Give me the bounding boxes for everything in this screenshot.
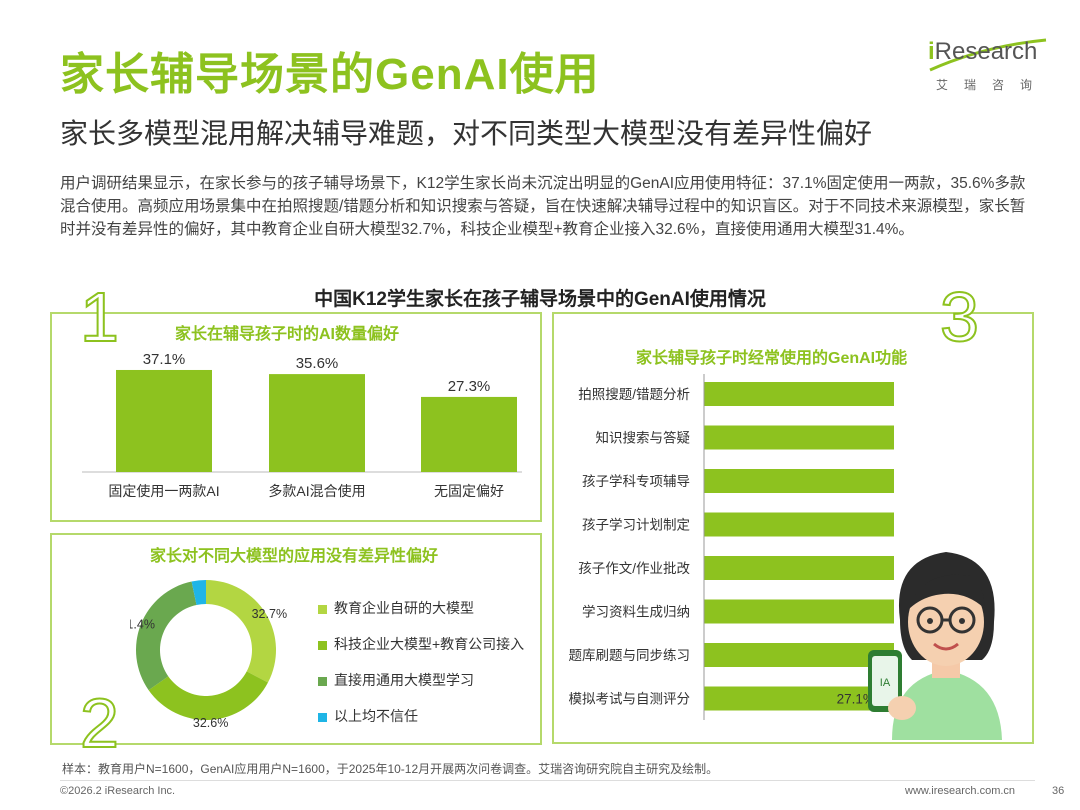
page-title: 家长辅导场景的GenAI使用 bbox=[60, 50, 600, 99]
model-preference-donut: 32.7% 32.6% 31.4% bbox=[130, 580, 287, 728]
parent-with-phone-illustration: IA bbox=[868, 552, 1002, 740]
donut-slice bbox=[148, 671, 268, 720]
iresearch-logo: iResearch 艾瑞咨询 bbox=[928, 34, 1048, 94]
panel-number-3: 3 bbox=[939, 278, 980, 356]
legend-label: 直接用通用大模型学习 bbox=[334, 672, 474, 688]
hbar-category-label: 模拟考试与自测评分 bbox=[569, 692, 691, 707]
hbar bbox=[704, 643, 894, 667]
legend-item: 直接用通用大模型学习 bbox=[318, 670, 474, 690]
donut-slice bbox=[135, 581, 197, 691]
page-subtitle: 家长多模型混用解决辅导难题，对不同类型大模型没有差异性偏好 bbox=[60, 118, 873, 149]
hbar-category-label: 拍照搜题/错题分析 bbox=[578, 387, 690, 402]
bar-category-label: 多款AI混合使用 bbox=[268, 483, 365, 499]
hbar-category-label: 孩子学习计划制定 bbox=[582, 518, 690, 533]
panel3-title: 家长辅导孩子时经常使用的GenAI功能 bbox=[636, 350, 908, 367]
logo-cn-text: 艾瑞咨询 bbox=[936, 78, 1049, 92]
ai-count-bar-chart: 37.1% 固定使用一两款AI 35.6% 多款AI混合使用 27.3% 无固定偏好 bbox=[82, 351, 522, 499]
features-hbar-chart: 拍照搜题/错题分析45.6%知识搜索与答疑45.2%孩子学科专项辅导42.9%孩… bbox=[569, 374, 894, 720]
sample-note: 样本：教育用户N=1600，GenAI应用用户N=1600，于2025年10-1… bbox=[62, 762, 719, 776]
donut-slice bbox=[191, 580, 206, 605]
bar-value-label: 37.1% bbox=[143, 351, 186, 368]
page-number: 36 bbox=[1052, 785, 1065, 797]
legend-swatch bbox=[318, 604, 327, 614]
bar bbox=[421, 396, 517, 472]
hbar bbox=[704, 382, 894, 406]
panel-number-1: 1 bbox=[79, 278, 120, 356]
legend-item: 科技企业大模型+教育公司接入 bbox=[318, 634, 524, 654]
bar-value-label: 27.3% bbox=[448, 378, 491, 395]
legend-swatch bbox=[318, 640, 327, 650]
legend-label: 科技企业大模型+教育公司接入 bbox=[334, 636, 525, 652]
logo-swoosh-icon bbox=[929, 38, 1047, 72]
footer-url: www.iresearch.com.cn bbox=[905, 785, 1016, 797]
hbar bbox=[704, 425, 894, 450]
donut-value-label: 32.6% bbox=[193, 716, 228, 728]
hbar bbox=[704, 686, 883, 711]
svg-text:IA: IA bbox=[880, 677, 891, 689]
hbar bbox=[704, 599, 894, 624]
main-chart-title: 中国K12学生家长在孩子辅导场景中的GenAI使用情况 bbox=[314, 289, 766, 310]
hbar bbox=[704, 469, 894, 493]
bar bbox=[116, 369, 212, 472]
panel2-title: 家长对不同大模型的应用没有差异性偏好 bbox=[150, 548, 439, 565]
bar bbox=[269, 374, 365, 472]
logo-brand: iResearch bbox=[928, 38, 1038, 65]
hbar-value-label: 27.1% bbox=[837, 692, 875, 707]
copyright: ©2026.2 iResearch Inc. bbox=[60, 785, 176, 797]
hbar bbox=[704, 512, 894, 537]
donut-value-label: 31.4% bbox=[130, 617, 155, 631]
legend-item: 教育企业自研的大模型 bbox=[318, 598, 474, 618]
hbar-category-label: 题库刷题与同步练习 bbox=[569, 648, 691, 663]
bar-value-label: 35.6% bbox=[296, 355, 339, 372]
hbar-category-label: 孩子学科专项辅导 bbox=[582, 474, 690, 489]
intro-paragraph: 用户调研结果显示，在家长参与的孩子辅导场景下，K12学生家长尚未沉淀出明显的Ge… bbox=[60, 175, 1026, 238]
bar-category-label: 无固定偏好 bbox=[434, 483, 504, 499]
bar-category-label: 固定使用一两款AI bbox=[108, 483, 219, 499]
panel-number-2: 2 bbox=[79, 684, 120, 762]
footer-divider bbox=[60, 780, 1035, 781]
hbar-category-label: 学习资料生成归纳 bbox=[582, 604, 690, 620]
hbar bbox=[704, 556, 894, 580]
legend-label: 以上均不信任 bbox=[334, 708, 418, 724]
legend-item: 以上均不信任 bbox=[318, 706, 418, 726]
panel-model-preference bbox=[50, 533, 542, 745]
donut-value-label: 32.7% bbox=[252, 607, 287, 621]
legend-swatch bbox=[318, 676, 327, 686]
hbar-category-label: 知识搜索与答疑 bbox=[596, 430, 691, 446]
donut-slice bbox=[206, 580, 276, 683]
legend-label: 教育企业自研的大模型 bbox=[334, 600, 474, 616]
panel1-title: 家长在辅导孩子时的AI数量偏好 bbox=[175, 326, 400, 343]
legend-swatch bbox=[318, 712, 327, 722]
hbar-category-label: 孩子作文/作业批改 bbox=[578, 561, 690, 576]
